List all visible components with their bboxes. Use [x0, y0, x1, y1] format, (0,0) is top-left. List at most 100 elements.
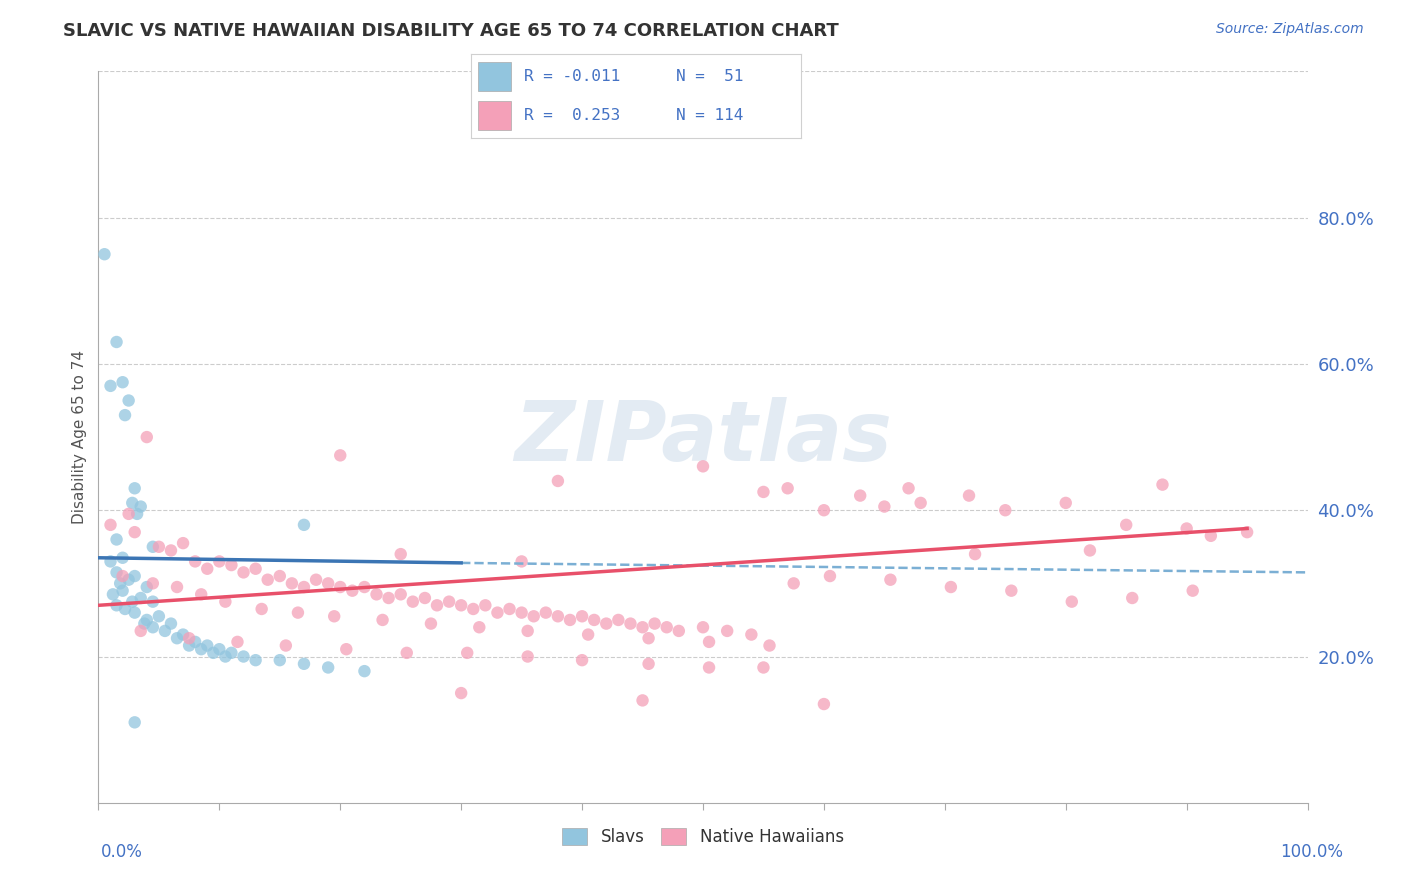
Point — [1000, 583, 1022, 598]
Point — [558, 613, 581, 627]
Point — [740, 627, 762, 641]
Point — [637, 632, 659, 646]
Point — [184, 554, 207, 568]
Point — [389, 587, 412, 601]
Point — [323, 609, 346, 624]
Point — [105, 599, 128, 613]
Point — [619, 616, 641, 631]
Point — [607, 613, 630, 627]
Point — [758, 639, 780, 653]
Text: 100.0%: 100.0% — [1279, 843, 1343, 861]
Point — [100, 379, 122, 393]
Point — [269, 569, 291, 583]
Text: Source: ZipAtlas.com: Source: ZipAtlas.com — [1216, 22, 1364, 37]
Y-axis label: Disability Age 65 to 74: Disability Age 65 to 74 — [72, 350, 87, 524]
Point — [1060, 594, 1083, 608]
Point — [395, 646, 418, 660]
Point — [166, 632, 188, 646]
Point — [813, 503, 835, 517]
Point — [1152, 477, 1174, 491]
Point — [190, 587, 212, 601]
Point — [134, 616, 156, 631]
Point — [389, 547, 412, 561]
Point — [463, 602, 485, 616]
Point — [329, 448, 352, 462]
Point — [105, 533, 128, 547]
Point — [994, 503, 1017, 517]
Point — [547, 609, 569, 624]
Point — [114, 602, 136, 616]
FancyBboxPatch shape — [478, 62, 510, 91]
Point — [437, 594, 460, 608]
Point — [184, 635, 207, 649]
Point — [516, 624, 538, 638]
Point — [101, 587, 124, 601]
Point — [752, 660, 775, 674]
Point — [129, 624, 152, 638]
Point — [1078, 543, 1101, 558]
Point — [124, 715, 146, 730]
Point — [195, 639, 218, 653]
Point — [124, 569, 146, 583]
Point — [420, 616, 443, 631]
Point — [697, 660, 720, 674]
Point — [160, 616, 183, 631]
Point — [516, 649, 538, 664]
Point — [655, 620, 678, 634]
Point — [269, 653, 291, 667]
Point — [118, 507, 141, 521]
Point — [281, 576, 304, 591]
Point — [1199, 529, 1222, 543]
Point — [697, 635, 720, 649]
Point — [873, 500, 896, 514]
Point — [783, 576, 806, 591]
Point — [692, 620, 714, 634]
Point — [353, 664, 375, 678]
Point — [957, 489, 980, 503]
Point — [523, 609, 546, 624]
Point — [245, 653, 267, 667]
Text: N =  51: N = 51 — [676, 69, 744, 84]
Point — [377, 591, 399, 605]
Point — [114, 408, 136, 422]
Point — [148, 540, 170, 554]
Point — [221, 558, 243, 573]
Point — [637, 657, 659, 671]
Point — [214, 594, 236, 608]
Point — [121, 594, 143, 608]
Point — [214, 649, 236, 664]
Point — [127, 507, 149, 521]
Text: ZIPatlas: ZIPatlas — [515, 397, 891, 477]
Point — [190, 642, 212, 657]
Point — [571, 609, 593, 624]
Point — [135, 580, 157, 594]
Point — [292, 517, 315, 532]
Point — [245, 562, 267, 576]
Point — [208, 554, 231, 568]
Point — [166, 580, 188, 594]
Point — [316, 576, 339, 591]
Point — [93, 247, 115, 261]
Point — [631, 693, 654, 707]
Point — [118, 393, 141, 408]
Point — [329, 580, 352, 594]
Point — [111, 550, 134, 565]
Point — [547, 474, 569, 488]
Point — [142, 540, 165, 554]
Point — [486, 606, 509, 620]
Point — [100, 517, 122, 532]
Point — [221, 646, 243, 660]
Point — [292, 580, 315, 594]
Point — [118, 573, 141, 587]
Point — [160, 543, 183, 558]
Point — [498, 602, 520, 616]
Point — [153, 624, 176, 638]
Point — [129, 591, 152, 605]
Point — [292, 657, 315, 671]
Point — [474, 599, 496, 613]
Point — [510, 606, 533, 620]
Point — [426, 599, 449, 613]
Point — [111, 375, 134, 389]
Point — [576, 627, 599, 641]
Point — [644, 616, 666, 631]
